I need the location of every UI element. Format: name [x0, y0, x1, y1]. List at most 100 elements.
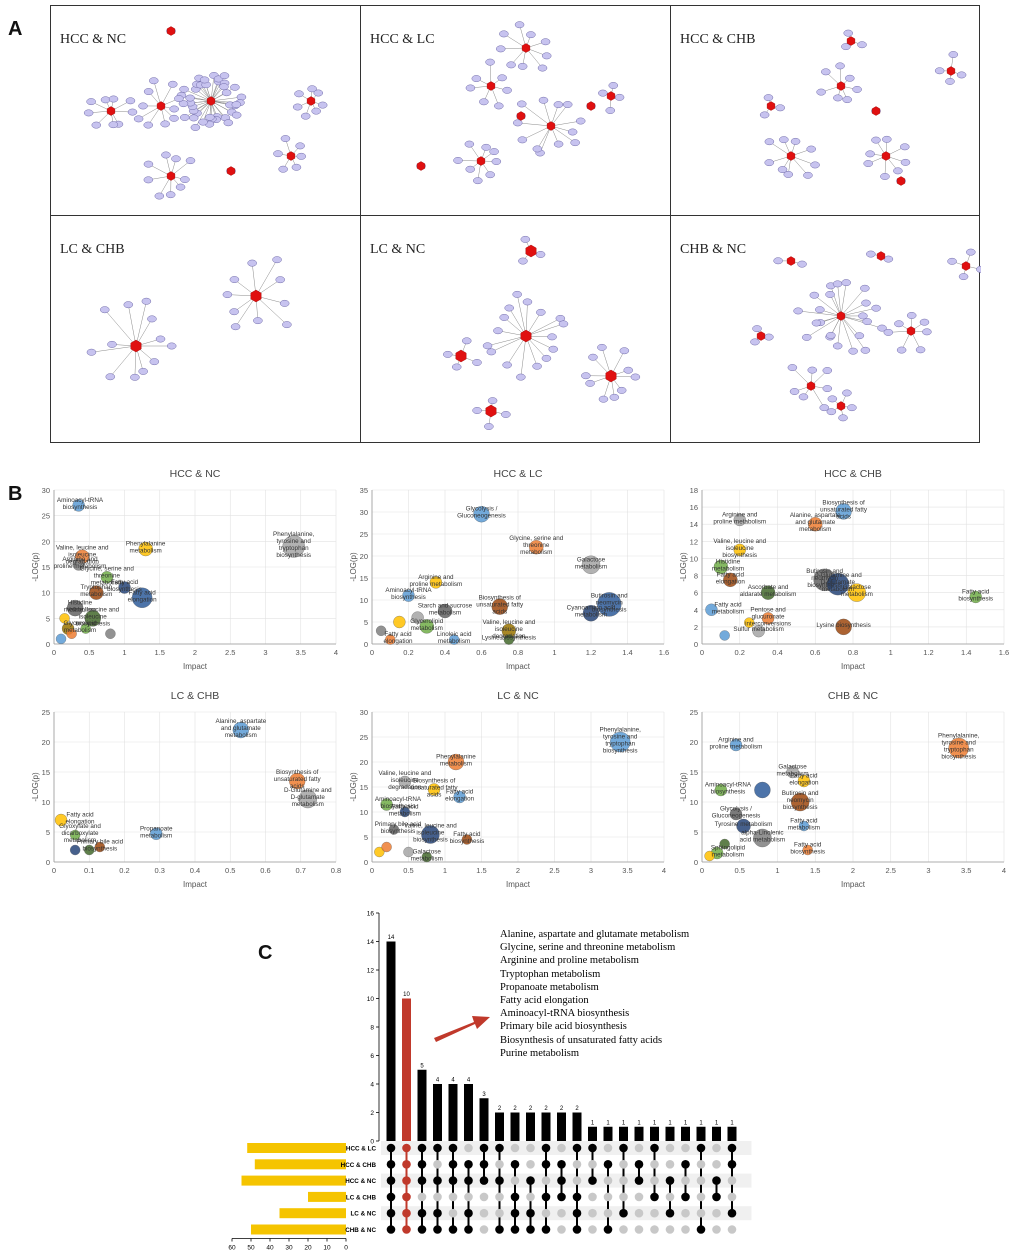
matrix-dot: [510, 1176, 520, 1185]
network-node: [180, 176, 190, 183]
network-node: [313, 89, 324, 97]
data-point: [89, 585, 104, 600]
x-tick-label: 0.4: [190, 866, 200, 875]
y-tick-label: 15: [360, 783, 368, 792]
data-label: Biosynthesis of unsaturated fatty acids: [274, 769, 322, 790]
data-point: [374, 846, 385, 858]
data-label: Glycerolipid metabolism: [64, 620, 97, 634]
x-tick-label: 1.6: [999, 648, 1009, 657]
network-node: [759, 111, 770, 119]
network-node: [880, 173, 890, 180]
data-label: Biosynthesis of unsaturated fatty acids: [411, 778, 459, 799]
data-point: [70, 844, 81, 856]
matrix-dot: [634, 1225, 644, 1234]
network-node: [882, 135, 892, 143]
network-edge: [790, 155, 809, 176]
network-node: [553, 140, 564, 148]
x-tick-label: 0: [700, 866, 704, 875]
x-tick-label: 1.5: [155, 648, 165, 657]
network-node: [535, 251, 546, 258]
matrix-dot: [696, 1176, 706, 1185]
matrix-dot: [402, 1143, 411, 1153]
network-node: [852, 86, 862, 93]
data-label: Butirosin and neomycin biosynthesis: [806, 568, 843, 589]
set-size-bar: [251, 1224, 346, 1235]
data-point: [705, 603, 718, 616]
data-point: [786, 765, 799, 779]
network-node: [547, 333, 557, 341]
matrix-dot: [495, 1225, 504, 1234]
data-label: Glycerolipid metabolism: [410, 618, 443, 632]
network-node: [934, 67, 945, 75]
network-node: [105, 373, 116, 381]
network-node: [123, 301, 134, 309]
network-label: HCC & NC: [60, 32, 127, 47]
x-tick-label: 4: [662, 866, 666, 875]
data-point: [399, 806, 410, 818]
intersection-bar: [696, 1126, 706, 1141]
network-node: [229, 276, 240, 283]
network-node: [893, 167, 903, 175]
y-tick-label: 4: [694, 606, 698, 615]
x-tick-label: 2: [516, 866, 520, 875]
network-hub-node: [586, 101, 596, 111]
network-node: [896, 346, 907, 354]
data-point: [808, 517, 823, 532]
data-point: [427, 783, 441, 796]
y-tick-label: 5: [694, 828, 698, 837]
data-label: Aminoacyl-tRNA biosynthesis: [57, 497, 104, 511]
network-hub-node: [166, 171, 176, 181]
x-tick-label: 3.5: [961, 866, 971, 875]
network-node: [526, 31, 536, 39]
data-point: [610, 731, 631, 753]
y-tick-label: 0: [694, 640, 698, 649]
network-node: [956, 71, 967, 79]
list-item: Propanoate metabolism: [500, 981, 599, 993]
matrix-dot: [448, 1192, 458, 1202]
network-node: [807, 366, 818, 374]
network-edge: [550, 104, 568, 127]
network-node: [138, 367, 148, 375]
data-point: [503, 634, 515, 645]
matrix-dot: [634, 1208, 644, 1218]
matrix-dot: [495, 1176, 504, 1185]
y-tick-label: 25: [42, 708, 50, 717]
network-node: [160, 120, 170, 128]
network-node: [86, 98, 96, 106]
network-node: [857, 41, 867, 49]
data-label: Phenylalanine, tyrosine and tryptophan bios…: [938, 733, 980, 761]
network-node: [575, 117, 586, 125]
x-tick-label: 0.8: [331, 866, 341, 875]
matrix-row-band: [381, 1141, 752, 1155]
set-label: CHB & NC: [345, 1227, 376, 1234]
data-label: Phenylalanine metabolism: [126, 541, 166, 555]
network-node: [945, 77, 955, 85]
y-tick-label: 14: [690, 520, 698, 529]
bar-value-label: 1: [591, 1120, 595, 1126]
matrix-dot: [510, 1143, 520, 1153]
data-point: [150, 827, 163, 840]
network-node: [453, 156, 463, 164]
network-node: [537, 64, 548, 72]
network-node: [219, 83, 229, 91]
data-point: [798, 820, 810, 832]
network-edge: [792, 367, 812, 387]
list-item: Tryptophan metabolism: [500, 968, 601, 980]
network-node: [100, 306, 110, 314]
network-node: [764, 159, 774, 167]
network-cell-chb-nc: CHB & NC: [671, 216, 981, 435]
data-label: Ascorbate and aldarate metabolism: [740, 584, 797, 598]
network-node: [819, 404, 829, 412]
matrix-dot: [557, 1176, 566, 1185]
data-label: Arginine and proline metabolism: [713, 511, 766, 525]
network-node: [222, 291, 233, 299]
data-point: [80, 623, 91, 634]
x-tick-label: 0.5: [84, 648, 94, 657]
network-node: [473, 177, 483, 185]
set-axis-tick-label: 50: [247, 1245, 255, 1252]
network-node: [919, 318, 930, 326]
x-tick-label: 2.5: [549, 866, 559, 875]
network-node: [185, 157, 196, 165]
matrix-dot: [510, 1160, 520, 1169]
y-tick-label: 18: [690, 486, 698, 495]
